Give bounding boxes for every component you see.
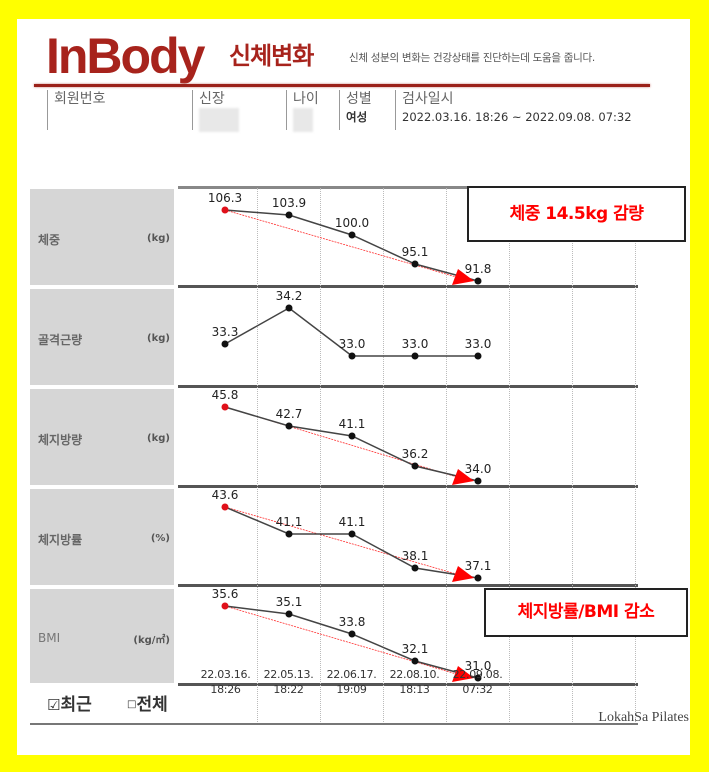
date-label-1: 22.03.16. 18:26 (200, 668, 251, 696)
date-label-3: 22.06.17. 19:09 (326, 668, 377, 696)
svg-text:33.0: 33.0 (339, 337, 366, 351)
svg-text:35.1: 35.1 (276, 595, 303, 609)
svg-text:37.1: 37.1 (465, 559, 492, 573)
svg-text:41.1: 41.1 (339, 515, 366, 529)
test-date-field: 검사일시 2022.03.16. 18:26 ~ 2022.09.08. 07:… (395, 90, 662, 130)
metric-label-body-fat-percent: 체지방률 (%) (30, 489, 174, 585)
svg-text:34.0: 34.0 (465, 462, 492, 476)
series-2: 45.8 42.7 41.1 36.2 34.0 (212, 388, 492, 485)
svg-text:35.6: 35.6 (212, 587, 239, 601)
member-number-label: 회원번호 (54, 91, 106, 107)
member-number-field: 회원번호 (47, 90, 194, 130)
date-label-5: 22.09.08. 07:32 (452, 668, 503, 696)
series-4: 35.6 35.1 33.8 32.1 31.0 (212, 587, 492, 682)
svg-text:33.0: 33.0 (465, 337, 492, 351)
filter-all-option[interactable]: □전체 (127, 695, 168, 715)
grid-line (572, 188, 573, 724)
svg-text:36.2: 36.2 (402, 447, 429, 461)
svg-text:38.1: 38.1 (402, 549, 429, 563)
svg-text:95.1: 95.1 (402, 245, 429, 259)
series-1: 33.3 34.2 33.0 33.0 33.0 (212, 289, 492, 360)
series-0: 106.3 103.9 100.0 95.1 91.8 (208, 191, 492, 285)
grid-line (257, 188, 258, 724)
chart-row-rule (178, 485, 638, 488)
svg-text:106.3: 106.3 (208, 191, 242, 205)
metric-label-body-fat-mass: 체지방량 (kg) (30, 389, 174, 485)
svg-text:33.8: 33.8 (339, 615, 366, 629)
svg-text:43.6: 43.6 (212, 488, 239, 502)
metric-label-bmi: BMI (kg/㎡) (30, 589, 174, 683)
report-title: 신체변화 (229, 42, 314, 70)
svg-text:42.7: 42.7 (276, 407, 303, 421)
tagline: 신체 성분의 변화는 건강상태를 진단하는데 도움을 줍니다. (349, 52, 595, 64)
gender-value: 여성 (346, 110, 368, 124)
chart-row-rule (178, 385, 638, 388)
height-value-blurred (199, 108, 239, 132)
chart-row-top-rule (178, 186, 638, 189)
checkbox-checked-icon[interactable]: ☑ (47, 696, 61, 714)
metric-label-weight: 체중 (kg) (30, 189, 174, 285)
checkbox-empty-icon[interactable]: □ (127, 699, 137, 710)
chart-row-rule (178, 584, 638, 587)
svg-text:32.1: 32.1 (402, 642, 429, 656)
chart-row-rule (178, 285, 638, 288)
age-value-blurred (293, 108, 313, 132)
svg-text:100.0: 100.0 (335, 216, 369, 230)
metric-label-skeletal-muscle: 골격근량 (kg) (30, 289, 174, 385)
svg-text:41.1: 41.1 (276, 515, 303, 529)
height-label: 신장 (199, 91, 225, 107)
svg-text:33.3: 33.3 (212, 325, 239, 339)
filter-recent-option[interactable]: ☑최근 (47, 695, 92, 715)
svg-text:91.8: 91.8 (465, 262, 492, 276)
svg-text:33.0: 33.0 (402, 337, 429, 351)
chart-row-rule (178, 683, 638, 686)
age-field: 나이 (286, 90, 333, 132)
grid-line (320, 188, 321, 724)
footer-divider (30, 723, 638, 725)
svg-text:34.2: 34.2 (276, 289, 303, 303)
svg-text:41.1: 41.1 (339, 417, 366, 431)
grid-line (509, 188, 510, 724)
series-3: 43.6 41.1 41.1 38.1 37.1 (212, 488, 492, 582)
height-field: 신장 (192, 90, 279, 132)
test-date-label: 검사일시 (402, 91, 454, 107)
grid-line (446, 188, 447, 724)
date-label-4: 22.08.10. 18:13 (389, 668, 440, 696)
inbody-logo: InBody (46, 28, 205, 84)
test-date-value: 2022.03.16. 18:26 ~ 2022.09.08. 07:32 (402, 110, 632, 124)
brand-footer: LokahSa Pilates (598, 710, 689, 725)
grid-line (635, 188, 636, 724)
gender-label: 성별 (346, 91, 372, 107)
header-divider (34, 84, 650, 87)
svg-text:103.9: 103.9 (272, 196, 306, 210)
svg-text:45.8: 45.8 (212, 388, 239, 402)
weight-loss-callout: 체중 14.5kg 감량 (467, 186, 686, 242)
date-label-2: 22.05.13. 18:22 (263, 668, 314, 696)
age-label: 나이 (293, 91, 319, 107)
fat-bmi-callout: 체지방률/BMI 감소 (484, 588, 688, 637)
grid-line (383, 188, 384, 724)
svg-text:31.0: 31.0 (465, 659, 492, 673)
gender-field: 성별 여성 (339, 90, 388, 130)
